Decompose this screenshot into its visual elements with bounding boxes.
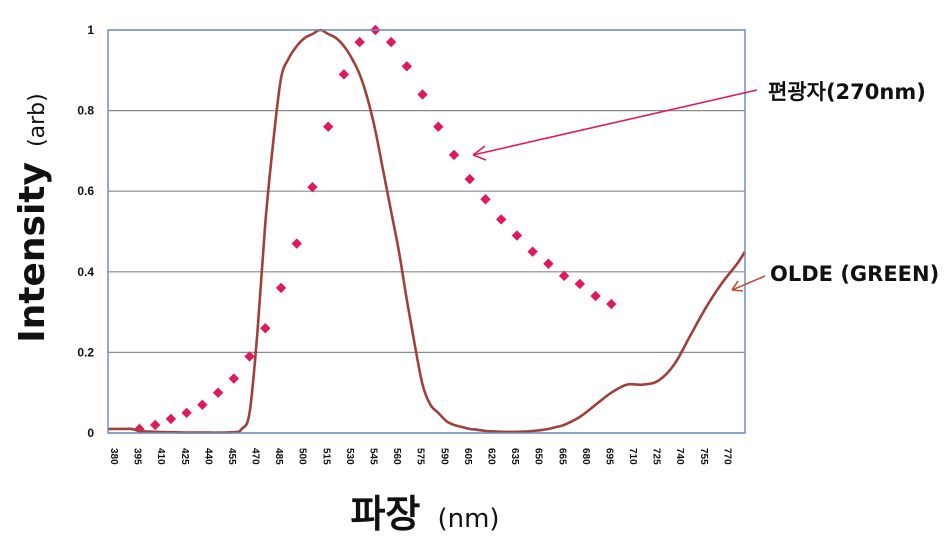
x-tick-label: 695 [603, 448, 614, 465]
polarizer-data-point [417, 89, 427, 99]
polarizer-data-point [527, 246, 537, 256]
x-tick-label: 395 [132, 448, 143, 465]
polarizer-series [134, 25, 616, 434]
polarizer-data-point [496, 214, 506, 224]
x-tick-label: 455 [226, 448, 237, 465]
polarizer-data-point [480, 194, 490, 204]
polarizer-data-point [276, 283, 286, 293]
polarizer-data-point [166, 414, 176, 424]
x-tick-label: 620 [485, 448, 496, 465]
x-axis-label-main: 파장 [350, 492, 420, 536]
x-tick-label: 740 [674, 448, 685, 465]
polarizer-data-point [354, 37, 364, 47]
x-tick-label: 410 [155, 448, 166, 465]
polarizer-data-point [433, 122, 443, 132]
y-tick-label: 0 [87, 426, 94, 440]
oled-green-series-line [108, 30, 745, 433]
x-tick-label: 770 [721, 448, 732, 465]
annotations: 편광자(270nm) OLDE (GREEN) [473, 80, 939, 291]
x-axis-label-unit: (nm) [437, 504, 499, 534]
polarizer-data-point [213, 388, 223, 398]
x-tick-label: 440 [202, 448, 213, 465]
polarizer-data-point [150, 420, 160, 430]
polarizer-data-point [465, 174, 475, 184]
x-tick-label: 635 [509, 448, 520, 465]
polarizer-data-point [323, 122, 333, 132]
x-tick-label: 680 [580, 448, 591, 465]
x-tick-label: 425 [179, 448, 190, 465]
polarizer-annotation-arrow [473, 90, 757, 155]
polarizer-data-point [543, 259, 553, 269]
x-tick-label: 545 [368, 448, 379, 465]
x-tick-label: 470 [250, 448, 261, 465]
y-axis-label-main: Intensity [12, 162, 53, 343]
x-tick-label: 575 [415, 448, 426, 465]
polarizer-data-point [449, 150, 459, 160]
polarizer-data-point [260, 323, 270, 333]
polarizer-data-point [292, 238, 302, 248]
y-axis-ticks: 0 0.2 0.4 0.6 0.8 1 [77, 23, 94, 440]
x-tick-label: 605 [462, 448, 473, 465]
oled-annotation-label: OLDE (GREEN) [770, 262, 939, 286]
polarizer-data-point [339, 69, 349, 79]
polarizer-data-point [402, 61, 412, 71]
y-tick-label: 0.6 [77, 184, 94, 198]
x-tick-label: 515 [320, 448, 331, 465]
x-tick-label: 560 [391, 448, 402, 465]
plot-frame [108, 30, 745, 433]
polarizer-data-point [181, 408, 191, 418]
x-tick-label: 710 [627, 448, 638, 465]
polarizer-data-point [590, 291, 600, 301]
x-tick-label: 590 [438, 448, 449, 465]
grid-lines [108, 30, 745, 433]
x-tick-label: 650 [533, 448, 544, 465]
x-tick-label: 755 [698, 448, 709, 465]
y-tick-label: 0.4 [77, 265, 94, 279]
x-tick-label: 485 [273, 448, 284, 465]
polarizer-data-point [197, 400, 207, 410]
x-tick-label: 380 [108, 448, 119, 465]
x-axis-label: 파장 (nm) [350, 492, 499, 536]
y-tick-label: 0.2 [77, 345, 94, 359]
x-tick-label: 500 [297, 448, 308, 465]
polarizer-data-point [386, 37, 396, 47]
x-tick-label: 725 [651, 448, 662, 465]
polarizer-data-point [575, 279, 585, 289]
polarizer-data-point [229, 373, 239, 383]
polarizer-annotation-label: 편광자(270nm) [768, 80, 926, 104]
y-axis-label: Intensity (arb) [12, 93, 53, 343]
x-tick-label: 665 [556, 448, 567, 465]
y-tick-label: 0.8 [77, 104, 94, 118]
y-tick-label: 1 [87, 23, 94, 37]
polarizer-data-point [606, 299, 616, 309]
x-axis-ticks: 380 395 410 425 440 455 470 485 500 515 530 545 560 5… [108, 448, 732, 465]
polarizer-data-point [512, 230, 522, 240]
y-axis-label-unit: (arb) [25, 93, 50, 147]
x-tick-label: 530 [344, 448, 355, 465]
